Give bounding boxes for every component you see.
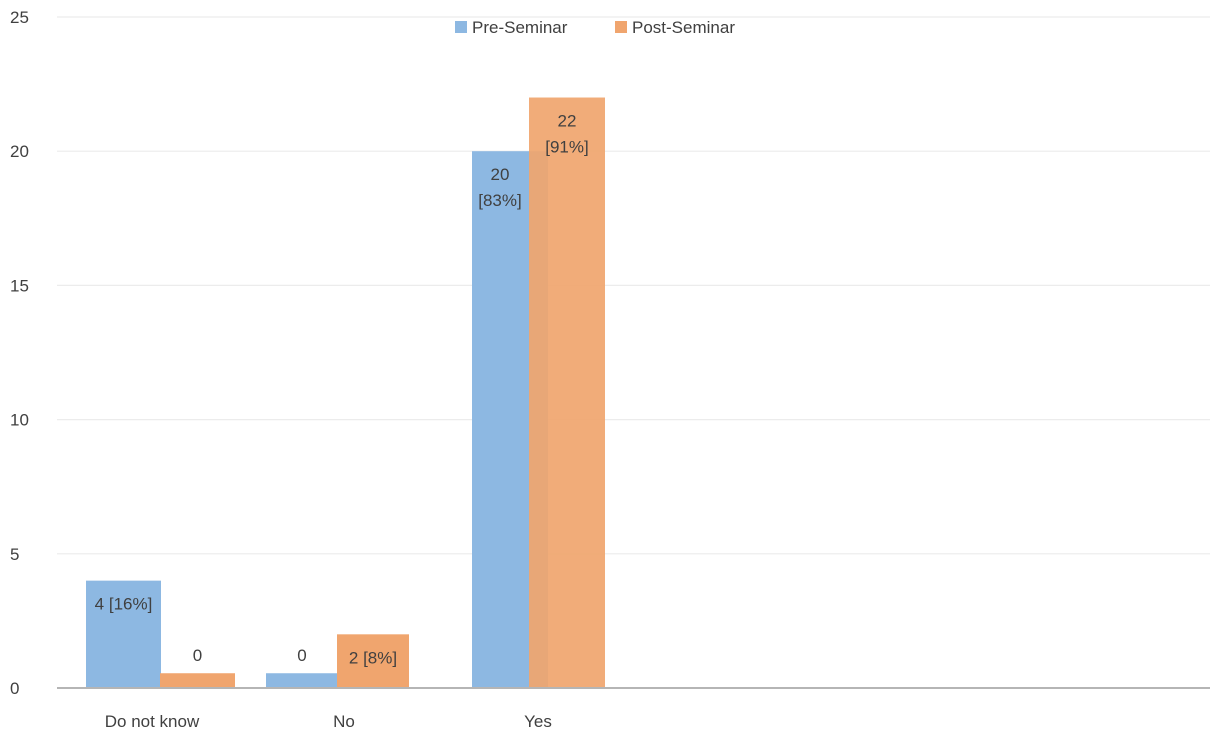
data-labels: 4 [16%] 0 0 2 [8%] 20 [83%] 22 [91%] bbox=[95, 112, 589, 668]
legend-swatch bbox=[455, 21, 467, 33]
data-label: 4 [16%] bbox=[95, 595, 153, 614]
data-label: 22 bbox=[558, 112, 577, 131]
data-label: 0 bbox=[193, 646, 202, 665]
y-tick-label: 0 bbox=[10, 679, 19, 698]
data-label: 20 bbox=[491, 165, 510, 184]
x-category-label: No bbox=[333, 712, 355, 731]
y-tick-label: 25 bbox=[10, 8, 29, 27]
bar-pre-seminar-no bbox=[266, 673, 338, 688]
bars bbox=[86, 97, 605, 688]
bar-post-seminar-no bbox=[337, 634, 409, 688]
legend-label: Pre-Seminar bbox=[472, 18, 568, 37]
x-axis-categories: Do not know No Yes bbox=[105, 712, 552, 731]
data-label: 0 bbox=[297, 646, 306, 665]
y-tick-label: 10 bbox=[10, 411, 29, 430]
gridlines bbox=[57, 16, 1210, 555]
legend: Pre-Seminar Post-Seminar bbox=[455, 18, 735, 37]
x-category-label: Do not know bbox=[105, 712, 200, 731]
bar-pre-seminar-do-not-know bbox=[86, 580, 161, 688]
x-category-label: Yes bbox=[524, 712, 552, 731]
y-axis-ticks: 0 5 10 15 20 25 bbox=[10, 8, 29, 698]
legend-label: Post-Seminar bbox=[632, 18, 735, 37]
y-tick-label: 20 bbox=[10, 142, 29, 161]
bar-post-seminar-yes bbox=[529, 97, 605, 688]
data-label: 2 [8%] bbox=[349, 648, 397, 667]
bar-post-seminar-do-not-know bbox=[160, 673, 235, 688]
data-label: [91%] bbox=[545, 138, 588, 157]
y-tick-label: 15 bbox=[10, 276, 29, 295]
y-tick-label: 5 bbox=[10, 545, 19, 564]
data-label: [83%] bbox=[478, 191, 521, 210]
legend-swatch bbox=[615, 21, 627, 33]
